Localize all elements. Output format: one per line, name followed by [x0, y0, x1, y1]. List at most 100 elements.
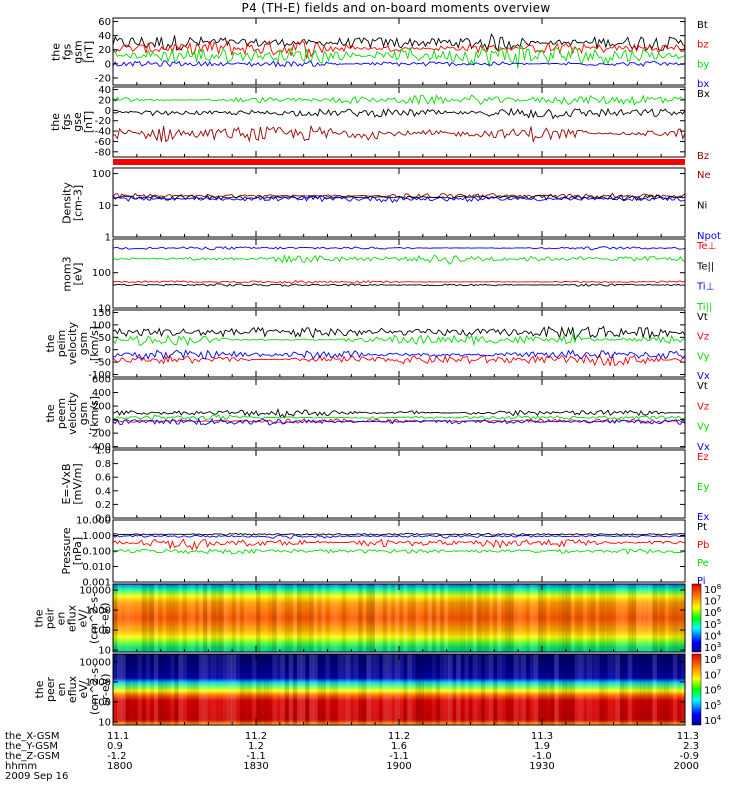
y-tick-label: 60	[98, 17, 111, 28]
legend-entry: Bz	[697, 151, 709, 162]
x-row-value: 1.6	[391, 741, 407, 752]
y-tick-label: 40	[98, 85, 111, 96]
spectrogram-column	[243, 584, 249, 652]
legend-entry: Vz	[697, 401, 709, 412]
series-line-vy	[112, 332, 686, 347]
y-tick-label: 200	[92, 402, 111, 413]
spectrogram-column	[268, 584, 273, 652]
spectrogram-column	[284, 584, 290, 652]
spectrogram-column	[570, 584, 576, 652]
spectrogram-column	[206, 584, 212, 652]
spectrogram-column	[390, 654, 396, 725]
spectrogram-column	[566, 654, 572, 725]
spectrogram-column	[411, 584, 416, 652]
spectrogram-column	[211, 654, 216, 725]
spectrogram-column	[484, 654, 490, 725]
spectrogram-column	[419, 654, 425, 725]
legend-entry: Ti||	[696, 302, 712, 313]
spectrogram-column	[231, 584, 237, 652]
spectrogram-column	[272, 654, 277, 725]
spectrogram-column	[468, 584, 474, 652]
spectrogram-column	[256, 654, 261, 725]
spectrogram-column	[215, 584, 220, 652]
colorbar-tick: 104	[704, 714, 722, 727]
x-row-value: 1900	[386, 761, 411, 772]
spectrogram-column	[529, 584, 535, 652]
spectrogram-column	[313, 654, 318, 725]
spectrogram-column	[517, 654, 523, 725]
spectrogram-column	[305, 654, 310, 725]
spectrogram-column	[354, 584, 359, 652]
spectrogram-column	[513, 654, 518, 725]
y-tick-label: 10.000	[76, 516, 111, 527]
spectrogram-column	[599, 584, 604, 652]
spectrogram-column	[492, 654, 498, 725]
spectrogram-column	[288, 654, 294, 725]
spectrogram-column	[260, 584, 265, 652]
spectrogram-column	[680, 584, 686, 652]
legend-entry: Pi	[697, 576, 706, 587]
spectrogram-column	[174, 584, 179, 652]
y-tick-label: 0.6	[95, 473, 111, 484]
spectrogram-column	[329, 654, 335, 725]
spectrogram	[113, 584, 685, 652]
spectrogram-column	[537, 654, 543, 725]
x-row-value: 2.3	[683, 741, 699, 752]
y-tick-label: 0.100	[82, 547, 111, 558]
spectrogram-column	[129, 654, 134, 725]
spectrogram-column	[239, 584, 245, 652]
legend-entry: Pe	[697, 558, 709, 569]
legend-entry: Pb	[697, 540, 709, 551]
spectrogram-column	[431, 654, 437, 725]
series-line-bt	[112, 33, 686, 52]
y-tick-label: 1000	[86, 606, 111, 617]
y-axis-label: the peem velocity gsm [km/s]	[43, 392, 101, 435]
spectrogram-column	[635, 584, 641, 652]
spectrogram-column	[194, 584, 200, 652]
legend-entry: Pt	[697, 522, 707, 533]
legend-entry: bx	[697, 79, 709, 90]
spectrogram-column	[264, 584, 269, 652]
spectrogram-column	[317, 584, 322, 652]
spectrogram-column	[537, 584, 543, 652]
spectrogram-column	[345, 584, 351, 652]
spectrogram-column	[125, 584, 130, 652]
red-separator-bar	[113, 159, 685, 165]
spectrogram-column	[113, 584, 118, 652]
spectrogram-column	[505, 584, 510, 652]
spectrogram-column	[394, 654, 400, 725]
series-line-bx	[112, 60, 686, 68]
spectrogram-column	[554, 654, 559, 725]
y-tick-label: 100	[92, 697, 111, 708]
spectrogram-column	[260, 654, 265, 725]
spectrogram-column	[586, 584, 592, 652]
spectrogram-column	[497, 654, 502, 725]
spectrogram-column	[133, 654, 139, 725]
y-axis-label: the peer en eflux eV/ (cm^2-s- sr-eV)	[32, 664, 112, 715]
spectrogram-column	[415, 654, 420, 725]
spectrogram-column	[627, 584, 633, 652]
series-line-pi	[112, 534, 686, 539]
spectrogram-column	[448, 654, 453, 725]
spectrogram-column	[268, 654, 273, 725]
y-tick-label: 10	[98, 201, 111, 212]
colorbar-tick: 107	[704, 668, 721, 681]
spectrogram-column	[341, 654, 347, 725]
legend-entry: Ne	[697, 170, 711, 181]
spectrogram-column	[370, 654, 375, 725]
spectrogram-column	[276, 654, 282, 725]
spectrogram-column	[117, 584, 122, 652]
spectrogram-column	[423, 584, 429, 652]
spectrogram-column	[129, 584, 134, 652]
legend-entry: Vy	[697, 351, 710, 362]
spectrogram-column	[664, 654, 670, 725]
series-line-vt	[112, 408, 686, 419]
spectrogram-column	[660, 654, 666, 725]
spectrogram-column	[582, 654, 588, 725]
spectrogram-column	[640, 654, 645, 725]
spectrogram-column	[231, 654, 237, 725]
spectrogram-column	[309, 654, 314, 725]
spectrogram-column	[619, 584, 625, 652]
